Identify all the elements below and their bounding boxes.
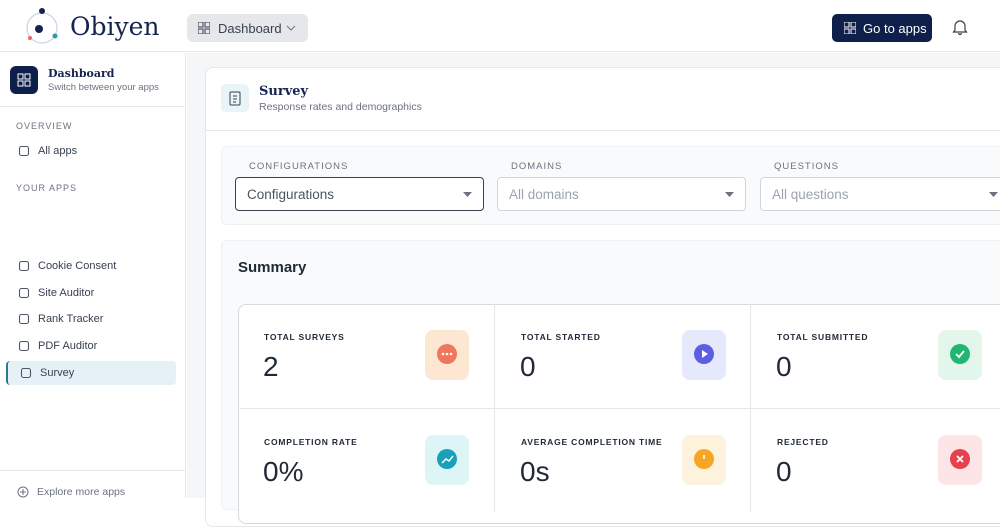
dashboard-subtitle: Switch between your apps (48, 82, 159, 93)
section-label: OVERVIEW (16, 121, 73, 131)
stat-label: REJECTED (777, 437, 829, 447)
stat-card: COMPLETION RATE 0% (238, 408, 494, 512)
stat-value: 0 (776, 456, 792, 487)
explore-more-apps[interactable]: Explore more apps (37, 486, 126, 498)
nav-item-label: PDF Auditor (38, 340, 98, 353)
stat-card: AVERAGE COMPLETION TIME 0s (494, 408, 750, 512)
filter-label: CONFIGURATIONS (249, 161, 349, 172)
logo: Obiyen (70, 12, 160, 41)
nav-item[interactable]: Cookie Consent (6, 254, 176, 278)
filter-select[interactable]: All domains (497, 177, 746, 211)
sidebar: Dashboard Switch between your apps OVERV… (0, 53, 186, 498)
dashboard-icon (10, 66, 38, 94)
stat-icon (938, 330, 982, 380)
stat-label: TOTAL SURVEYS (264, 332, 345, 342)
section-label: YOUR APPS (16, 183, 78, 193)
go-to-apps-button[interactable]: Go to apps (832, 14, 932, 42)
stat-value: 0 (520, 351, 536, 382)
nav-item[interactable]: All apps (0, 145, 185, 159)
nav-item-label: Survey (40, 366, 75, 379)
stat-icon (682, 435, 726, 485)
filter-label: QUESTIONS (774, 161, 839, 172)
logo-mark (26, 8, 58, 44)
nav-item-label: Site Auditor (38, 286, 95, 299)
stat-value: 0% (263, 456, 304, 487)
go-to-apps-label: Go to apps (863, 21, 927, 36)
stat-card: TOTAL STARTED 0 (494, 304, 750, 408)
stat-icon (938, 435, 982, 485)
nav-item[interactable]: Site Auditor (6, 281, 176, 305)
nav-item-label: All apps (38, 145, 78, 157)
dashboard-menu-label: Dashboard (218, 21, 282, 36)
stat-card: TOTAL SURVEYS 2 (238, 304, 494, 408)
stat-card: REJECTED 0 (750, 408, 1000, 512)
nav-item[interactable]: Rank Tracker (6, 307, 176, 331)
filter-placeholder: All questions (772, 187, 849, 202)
stat-label: TOTAL STARTED (521, 332, 601, 342)
notifications-bell[interactable] (952, 19, 968, 35)
nav-item-label: Cookie Consent (38, 260, 117, 272)
filter-label: DOMAINS (511, 161, 563, 172)
summary-title: Summary (238, 259, 307, 276)
filter-select[interactable]: Configurations (235, 177, 484, 211)
stat-label: AVERAGE COMPLETION TIME (521, 437, 663, 447)
survey-icon (221, 84, 249, 112)
stat-value: 0s (520, 456, 550, 487)
dashboard-title: Dashboard (48, 67, 115, 80)
nav-item[interactable]: Survey (6, 360, 176, 385)
nav-item[interactable]: PDF Auditor (6, 334, 176, 358)
filter-select[interactable]: All questions (760, 177, 1000, 211)
header: Obiyen Dashboard Go to apps (0, 0, 1000, 52)
page-subtitle: Response rates and demographics (259, 101, 422, 113)
filter-placeholder: Configurations (247, 187, 335, 202)
stat-label: COMPLETION RATE (264, 437, 358, 447)
stat-icon (682, 330, 726, 380)
stat-card: TOTAL SUBMITTED 0 (750, 304, 1000, 408)
stat-value: 2 (263, 351, 279, 382)
nav-item-label: Rank Tracker (38, 313, 104, 326)
stats-grid (238, 304, 1000, 524)
stat-icon (425, 435, 469, 485)
stat-label: TOTAL SUBMITTED (777, 332, 869, 342)
stat-value: 0 (776, 351, 792, 382)
stat-icon (425, 330, 469, 380)
dashboard-menu[interactable]: Dashboard (187, 14, 308, 42)
filter-placeholder: All domains (509, 187, 579, 202)
page-title: Survey (259, 84, 309, 99)
